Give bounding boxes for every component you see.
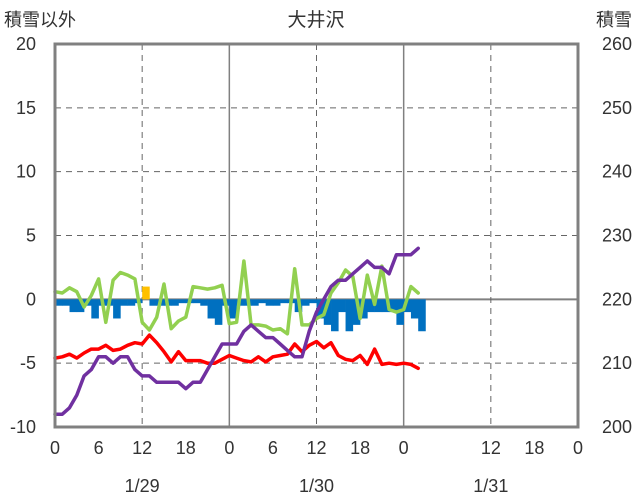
bar-mark — [171, 299, 179, 306]
right-tick-label: 220 — [602, 289, 632, 309]
bar-mark — [214, 299, 223, 325]
x-tick-label: 12 — [481, 438, 501, 458]
x-tick-label: 6 — [94, 438, 104, 458]
bar-mark — [251, 299, 259, 306]
x-tick-label: 0 — [399, 438, 409, 458]
x-tick-label: 0 — [573, 438, 583, 458]
date-label: 1/31 — [473, 476, 508, 496]
left-tick-label: 0 — [26, 289, 36, 309]
date-label: 1/29 — [125, 476, 160, 496]
date-label: 1/30 — [299, 476, 334, 496]
bar-mark — [113, 299, 121, 319]
line-series — [53, 246, 420, 416]
bar-mark — [309, 299, 317, 304]
bar-mark — [323, 299, 332, 325]
left-axis-label: 積雪以外 — [4, 10, 76, 31]
bar-mark — [374, 299, 383, 313]
right-tick-label: 200 — [602, 417, 632, 437]
bar-series — [55, 286, 426, 332]
bar-mark — [142, 286, 150, 300]
bar-mark — [403, 299, 412, 313]
x-tick-label: 18 — [350, 438, 370, 458]
bar-mark — [62, 299, 70, 306]
right-tick-label: 240 — [602, 162, 632, 182]
left-tick-label: 20 — [16, 34, 36, 54]
bar-mark — [229, 299, 237, 319]
left-tick-label: 10 — [16, 162, 36, 182]
bar-mark — [272, 299, 281, 306]
series-line-2 — [53, 259, 420, 336]
right-axis-label: 積雪 — [596, 10, 632, 31]
right-tick-label: 260 — [602, 34, 632, 54]
bar-mark — [410, 299, 419, 319]
bar-mark — [331, 299, 339, 332]
bar-mark — [367, 299, 375, 313]
bar-mark — [352, 299, 361, 325]
bar-mark — [178, 299, 187, 304]
series-line-1 — [53, 333, 420, 371]
left-tick-label: -5 — [20, 353, 36, 373]
left-tick-label: -10 — [10, 417, 36, 437]
bar-mark — [200, 299, 208, 306]
tick-labels: 20 15 10 5 0 -5 -10 260 250 240 230 220 210 200 0 6 12 18… — [10, 34, 632, 496]
bar-mark — [280, 299, 288, 304]
bar-mark — [76, 299, 85, 313]
bar-mark — [193, 299, 201, 304]
bar-mark — [207, 299, 216, 319]
bar-mark — [389, 299, 397, 313]
x-tick-label: 0 — [224, 438, 234, 458]
bar-mark — [120, 299, 128, 306]
bar-mark — [91, 299, 99, 319]
x-tick-label: 18 — [524, 438, 544, 458]
x-tick-label: 0 — [50, 438, 60, 458]
left-tick-label: 5 — [26, 226, 36, 246]
bar-mark — [345, 299, 354, 332]
bar-mark — [149, 299, 157, 306]
right-tick-label: 230 — [602, 226, 632, 246]
bar-mark — [265, 299, 274, 306]
bar-mark — [55, 299, 63, 306]
chart-title: 大井沢 — [287, 9, 344, 31]
right-tick-label: 210 — [602, 353, 632, 373]
x-tick-label: 6 — [268, 438, 278, 458]
right-tick-label: 250 — [602, 98, 632, 118]
bar-mark — [127, 299, 136, 306]
series-line-3 — [53, 246, 420, 416]
bar-mark — [301, 299, 310, 306]
bar-mark — [360, 299, 368, 319]
x-tick-label: 12 — [306, 438, 326, 458]
bar-mark — [381, 299, 390, 313]
x-tick-label: 12 — [132, 438, 152, 458]
bar-mark — [69, 299, 78, 313]
bar-mark — [258, 299, 266, 304]
bar-mark — [338, 299, 346, 313]
plot-frame — [53, 42, 580, 429]
left-tick-label: 15 — [16, 98, 36, 118]
bar-mark — [418, 299, 426, 332]
x-tick-label: 18 — [176, 438, 196, 458]
